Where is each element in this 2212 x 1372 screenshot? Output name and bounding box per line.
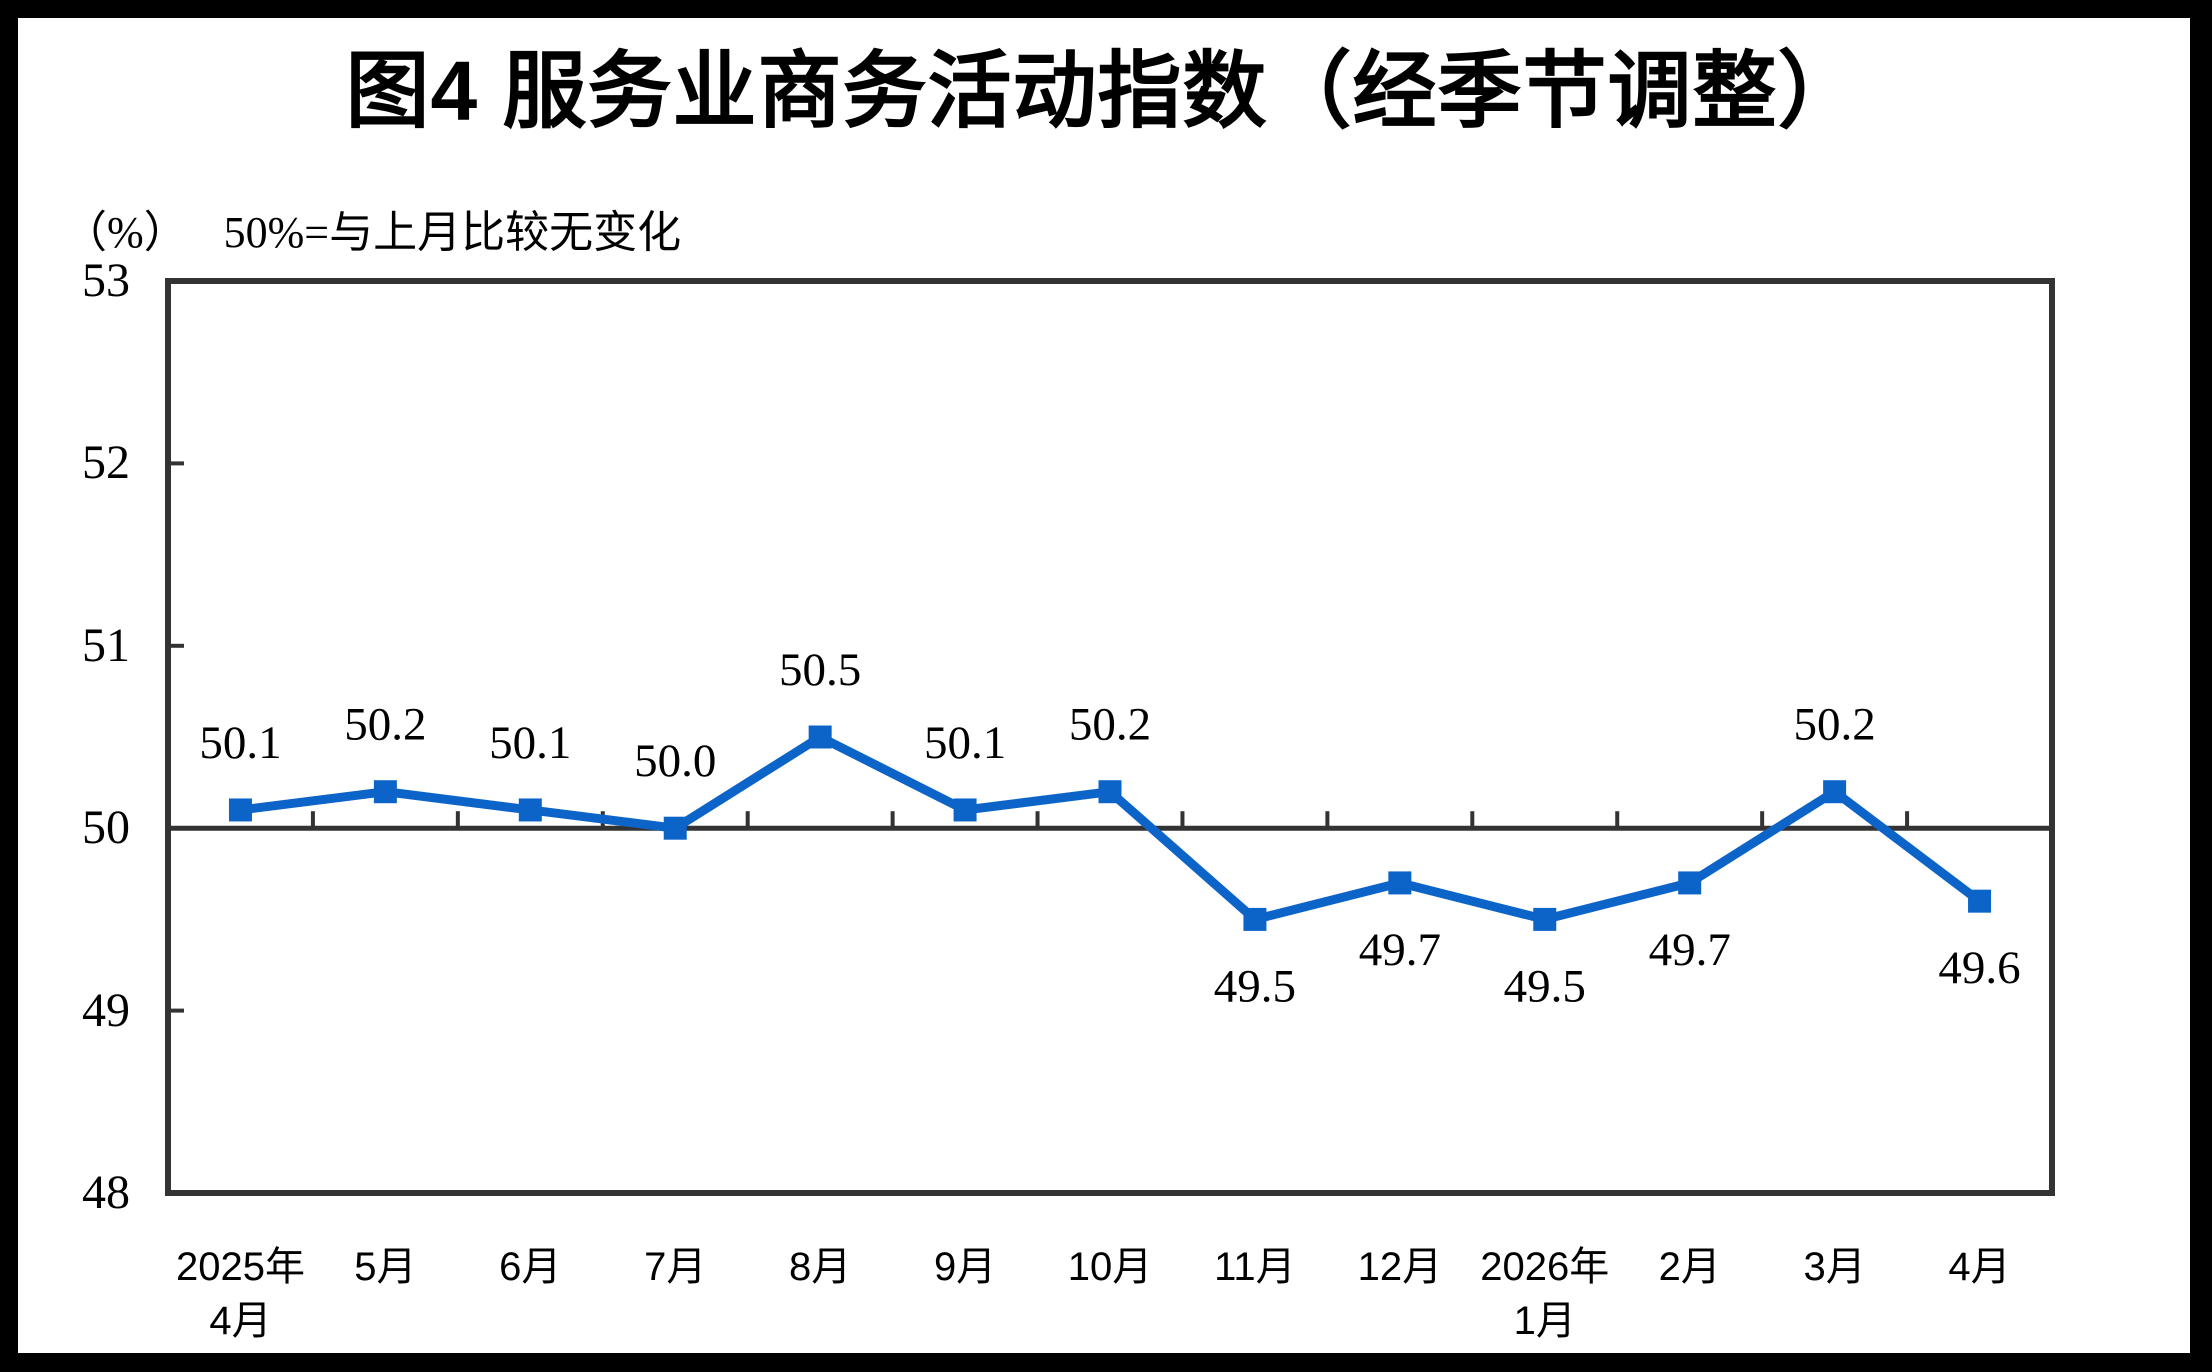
x-axis-category-label: 8月 [710, 1240, 930, 1294]
x-axis-category-label: 4月 [1870, 1240, 2090, 1294]
data-point-marker [228, 798, 252, 822]
x-axis-label-line: 2月 [1658, 1245, 1721, 1289]
x-axis-label-line: 3月 [1803, 1245, 1866, 1289]
data-point-marker [1823, 780, 1847, 804]
x-axis-label-line: 12月 [1357, 1245, 1443, 1289]
x-axis-label-line: 8月 [789, 1245, 852, 1289]
x-axis-label-line: 5月 [354, 1245, 417, 1289]
data-point-label: 50.1 [924, 717, 1006, 769]
x-axis-label-line: 9月 [933, 1245, 997, 1289]
data-point-marker [1968, 889, 1992, 913]
data-point-label: 50.2 [344, 699, 426, 751]
y-axis-tick-label: 49 [82, 983, 130, 1037]
y-axis-tick-label: 51 [82, 618, 130, 672]
data-point-marker [1388, 871, 1412, 895]
chart-page: 图4 服务业商务活动指数（经季节调整） （%） 50%=与上月比较无变化 50.1… [18, 18, 2190, 1353]
x-axis-category-label: 10月 [1000, 1240, 1220, 1294]
data-point-label: 50.2 [1793, 699, 1875, 751]
x-axis-category-label: 12月 [1290, 1240, 1510, 1294]
data-point-marker [1243, 907, 1267, 931]
x-axis-category-label: 11月 [1145, 1240, 1365, 1294]
y-axis-unit-label: （%） [63, 208, 188, 257]
chart-subtitle: （%） 50%=与上月比较无变化 [63, 196, 681, 260]
x-axis-label-line: 6月 [499, 1245, 562, 1289]
y-axis-tick-label: 50 [82, 801, 130, 855]
data-point-marker [663, 816, 687, 840]
x-axis-category-label: 7月 [565, 1240, 785, 1294]
data-point-label: 50.5 [779, 644, 861, 696]
x-axis-category-label: 2026年 1月 [1435, 1240, 1655, 1348]
data-point-label: 50.1 [199, 717, 281, 769]
data-point-label: 49.7 [1649, 924, 1731, 976]
x-axis-label-line: 2025年 [175, 1245, 305, 1289]
x-axis-category-label: 6月 [420, 1240, 640, 1294]
data-point-label: 50.0 [634, 735, 716, 787]
data-point-marker [953, 798, 977, 822]
x-axis-category-label: 5月 [275, 1240, 495, 1294]
data-point-marker [518, 798, 542, 822]
data-point-marker [1678, 871, 1702, 895]
line-chart-plot-area: 50.1 50.2 50.1 50.0 50.5 50.1 50.2 49.5 49.7 49.5… [165, 278, 2055, 1196]
y-axis-tick-label: 53 [82, 254, 130, 307]
data-point-label: 50.1 [489, 717, 571, 769]
data-point-marker [1533, 907, 1557, 931]
data-point-label: 50.2 [1069, 699, 1151, 751]
x-axis-category-label: 2025年 4月 [130, 1240, 350, 1348]
x-axis-label-line: 2026年 [1480, 1245, 1610, 1289]
plot-border [165, 278, 2055, 1196]
y-axis-tick-label: 52 [82, 436, 130, 490]
reference-line-note: 50%=与上月比较无变化 [223, 208, 682, 257]
chart-title: 图4 服务业商务活动指数（经季节调整） [345, 44, 1863, 138]
x-axis-label-line: 10月 [1067, 1245, 1153, 1289]
x-axis-label-line: 4月 [209, 1299, 272, 1343]
data-point-marker [1098, 780, 1122, 804]
data-point-label: 49.6 [1938, 942, 2020, 994]
data-point-label: 49.5 [1504, 960, 1586, 1012]
data-point-marker [808, 725, 832, 749]
x-axis-category-label: 2月 [1580, 1240, 1800, 1294]
y-axis-tick-label: 48 [82, 1166, 130, 1219]
x-axis-category-label: 9月 [855, 1240, 1075, 1294]
x-axis-label-line: 11月 [1214, 1245, 1296, 1289]
x-axis-label-line: 7月 [644, 1245, 707, 1289]
data-point-label: 49.5 [1214, 960, 1296, 1012]
data-point-marker [373, 780, 397, 804]
data-point-label: 49.7 [1359, 924, 1441, 976]
x-axis-label-line: 4月 [1948, 1245, 2011, 1289]
x-axis-category-label: 3月 [1725, 1240, 1945, 1294]
x-axis-label-line: 1月 [1513, 1299, 1576, 1343]
